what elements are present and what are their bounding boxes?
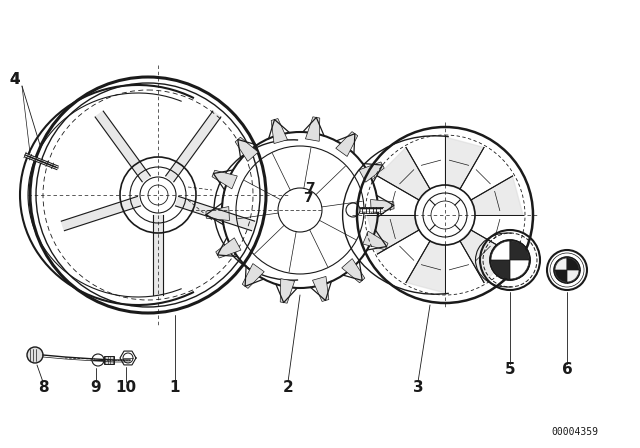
Wedge shape bbox=[510, 241, 529, 260]
Polygon shape bbox=[359, 162, 384, 182]
Wedge shape bbox=[491, 241, 510, 260]
Polygon shape bbox=[271, 119, 287, 143]
Text: 4: 4 bbox=[10, 73, 20, 87]
Text: 00004359: 00004359 bbox=[552, 427, 598, 437]
Text: 2: 2 bbox=[283, 380, 293, 396]
FancyBboxPatch shape bbox=[104, 356, 114, 364]
Polygon shape bbox=[367, 215, 419, 254]
Polygon shape bbox=[363, 231, 388, 250]
Text: 5: 5 bbox=[505, 362, 515, 378]
Circle shape bbox=[502, 252, 518, 268]
Text: 3: 3 bbox=[413, 380, 423, 396]
Wedge shape bbox=[510, 260, 529, 279]
Polygon shape bbox=[371, 199, 394, 213]
Polygon shape bbox=[216, 238, 241, 258]
Circle shape bbox=[27, 347, 43, 363]
Polygon shape bbox=[61, 196, 141, 231]
Polygon shape bbox=[460, 230, 513, 283]
Polygon shape bbox=[406, 241, 445, 293]
Polygon shape bbox=[243, 263, 264, 289]
Polygon shape bbox=[95, 111, 150, 182]
Text: 1: 1 bbox=[170, 380, 180, 396]
Polygon shape bbox=[445, 137, 484, 189]
Polygon shape bbox=[471, 176, 523, 215]
Text: 10: 10 bbox=[115, 380, 136, 396]
Polygon shape bbox=[336, 132, 358, 156]
Wedge shape bbox=[491, 260, 510, 279]
Polygon shape bbox=[312, 276, 329, 302]
Text: 9: 9 bbox=[91, 380, 101, 396]
Polygon shape bbox=[342, 258, 365, 283]
Polygon shape bbox=[235, 137, 259, 161]
Polygon shape bbox=[153, 215, 163, 295]
Polygon shape bbox=[212, 170, 237, 189]
Polygon shape bbox=[280, 279, 294, 303]
Polygon shape bbox=[166, 111, 221, 182]
Polygon shape bbox=[378, 147, 430, 200]
Wedge shape bbox=[567, 270, 579, 282]
Wedge shape bbox=[555, 270, 567, 282]
Polygon shape bbox=[305, 117, 320, 141]
Circle shape bbox=[562, 265, 572, 275]
Polygon shape bbox=[206, 207, 229, 220]
Wedge shape bbox=[567, 258, 579, 270]
Text: 6: 6 bbox=[562, 362, 572, 378]
Text: 8: 8 bbox=[38, 380, 48, 396]
Text: 7: 7 bbox=[305, 181, 315, 195]
Wedge shape bbox=[555, 258, 567, 270]
Polygon shape bbox=[175, 196, 255, 231]
Text: 4: 4 bbox=[10, 73, 20, 87]
Text: 7: 7 bbox=[303, 191, 313, 205]
